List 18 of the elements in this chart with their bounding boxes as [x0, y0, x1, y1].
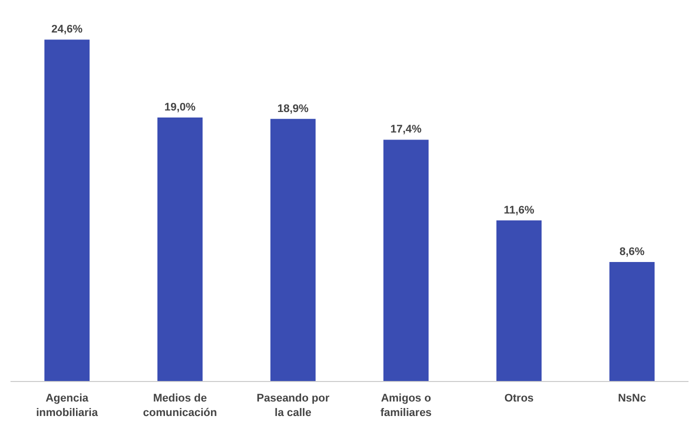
x-tick-label: Medios de comunicación [143, 392, 218, 419]
data-label: 24,6% [51, 24, 83, 36]
x-tick-label: NsNc [618, 392, 646, 404]
data-label: 18,9% [277, 102, 309, 115]
x-tick-label: Paseando por la calle [256, 392, 330, 419]
x-tick-label: Agencia inmobiliaria [36, 392, 99, 419]
bar [270, 118, 316, 382]
bar [44, 40, 90, 382]
data-label: 11,6% [504, 204, 535, 216]
bar [609, 262, 655, 382]
bar [383, 140, 429, 382]
data-label: 19,0% [164, 101, 196, 114]
data-label: 8,6% [619, 246, 645, 258]
x-tick-label: Amigos o familiares [380, 392, 432, 419]
bar [496, 220, 542, 382]
x-tick-label: Otros [504, 392, 534, 404]
data-label: 17,4% [390, 124, 422, 136]
bar [157, 117, 203, 382]
